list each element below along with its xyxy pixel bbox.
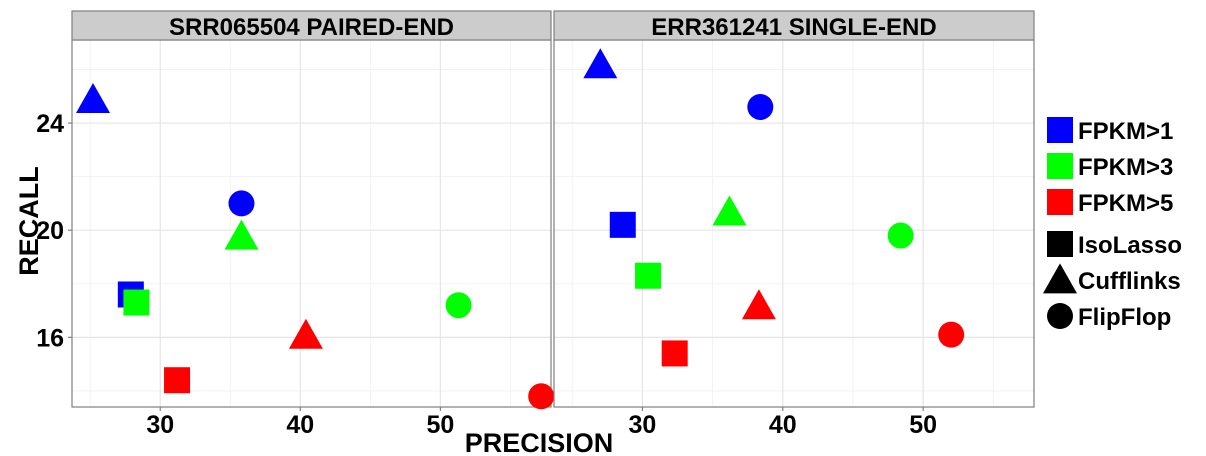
panel-strip — [553, 10, 1035, 41]
panel-2: ERR361241 SINGLE-END 30 40 50 — [553, 10, 1035, 439]
point-isolasso-fpkmgt3 — [123, 289, 150, 316]
point-flipflop-fpkmgt1 — [747, 93, 774, 120]
x-tick-label: 50 — [426, 411, 454, 439]
point-cufflinks-fpkmgt1 — [583, 48, 618, 79]
axes-layer: 16 20 24 PRECISION RECALL — [14, 110, 613, 456]
point-cufflinks-fpkmgt1 — [76, 83, 111, 114]
panel-title: ERR361241 SINGLE-END — [651, 14, 936, 41]
x-tick-label: 30 — [629, 411, 657, 439]
legend-label: IsoLasso — [1078, 232, 1182, 259]
legend-layer: FPKM>1 FPKM>3 FPKM>5 IsoLasso Cufflinks FlipF… — [1043, 117, 1182, 331]
point-isolasso-fpkmgt5 — [661, 340, 688, 367]
legend-label: FPKM>1 — [1078, 118, 1173, 145]
x-tick-label: 40 — [286, 411, 314, 439]
x-tick-label: 30 — [146, 411, 174, 439]
legend-label: FlipFlop — [1078, 304, 1171, 331]
legend-shape-cufflinks — [1043, 263, 1077, 294]
legend-shape-flipflop — [1047, 303, 1073, 329]
legend-label: Cufflinks — [1078, 268, 1181, 295]
panel-1: SRR065504 PAIRED-END 30 40 50 — [71, 10, 555, 439]
panel-strip — [71, 10, 552, 41]
y-tick-label: 20 — [36, 217, 64, 245]
point-flipflop-fpkmgt5 — [938, 321, 965, 348]
point-cufflinks-fpkmgt3 — [712, 195, 747, 226]
legend-label: FPKM>5 — [1078, 190, 1173, 217]
point-isolasso-fpkmgt1 — [609, 211, 636, 238]
legend-label: FPKM>3 — [1078, 154, 1173, 181]
point-flipflop-fpkmgt5 — [528, 383, 555, 410]
legend-swatch-fpkmgt5 — [1047, 189, 1073, 215]
y-axis-title: RECALL — [14, 166, 44, 276]
point-cufflinks-fpkmgt5 — [288, 318, 323, 349]
y-tick-label: 16 — [36, 324, 64, 352]
point-flipflop-fpkmgt1 — [228, 190, 255, 217]
point-flipflop-fpkmgt3 — [887, 222, 914, 249]
point-flipflop-fpkmgt3 — [445, 292, 472, 319]
x-axis-title: PRECISION — [465, 428, 614, 456]
point-isolasso-fpkmgt3 — [635, 262, 662, 289]
point-isolasso-fpkmgt5 — [164, 367, 191, 394]
legend-swatch-fpkmgt1 — [1047, 117, 1073, 143]
panel-title: SRR065504 PAIRED-END — [169, 14, 454, 41]
point-cufflinks-fpkmgt5 — [741, 289, 776, 320]
legend-swatch-fpkmgt3 — [1047, 153, 1073, 179]
panel-background — [72, 40, 551, 407]
y-tick-label: 24 — [36, 110, 64, 138]
x-tick-label: 40 — [769, 411, 797, 439]
legend-shape-isolasso — [1047, 231, 1073, 257]
point-cufflinks-fpkmgt3 — [224, 219, 259, 250]
x-tick-label: 50 — [909, 411, 937, 439]
